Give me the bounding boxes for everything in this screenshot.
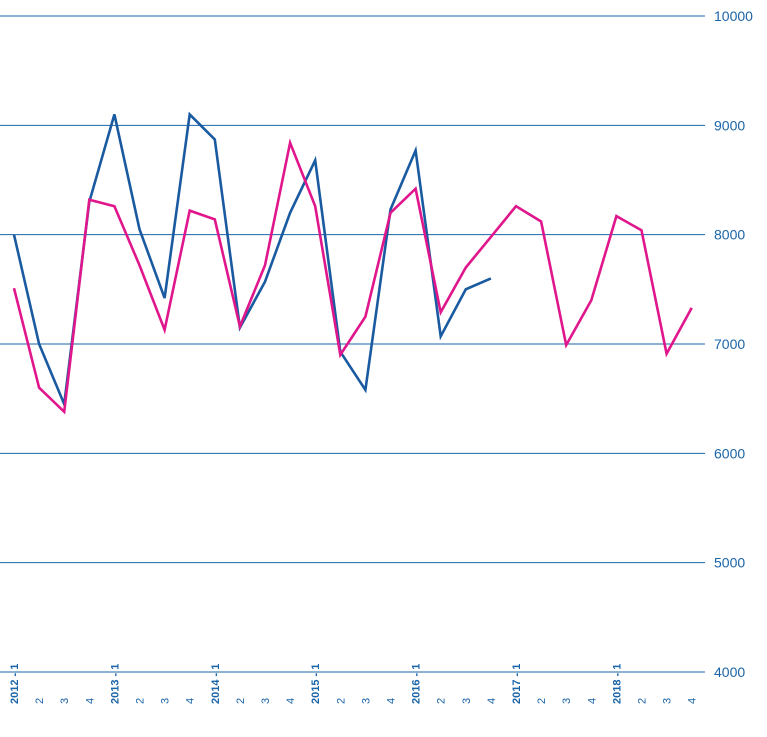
- x-tick-label: 2018 - 1: [611, 664, 623, 704]
- y-tick-label: 8000: [714, 227, 745, 243]
- y-tick-label: 6000: [714, 445, 745, 461]
- series-line-2: [12, 138, 693, 415]
- x-tick-label: 3: [160, 698, 172, 704]
- x-tick-label: 2: [135, 698, 147, 704]
- x-tick-label: 2: [436, 698, 448, 704]
- x-tick-label: 2014 - 1: [210, 664, 222, 704]
- x-tick-label: 3: [360, 698, 372, 704]
- y-tick-label: 10000: [714, 8, 753, 24]
- x-tick-label: 2: [335, 698, 347, 704]
- x-tick-label: 3: [260, 698, 272, 704]
- x-tick-label: 2017 - 1: [511, 664, 523, 704]
- series-line-1: [12, 111, 492, 410]
- x-tick-label: 4: [285, 698, 297, 704]
- y-axis: 4000 5000 6000 7000 8000 9000 10000: [714, 8, 753, 680]
- x-tick-label: 2015 - 1: [310, 664, 322, 704]
- x-tick-label: 2: [536, 698, 548, 704]
- series-lines: [12, 111, 693, 415]
- y-tick-label: 5000: [714, 555, 745, 571]
- y-tick-label: 9000: [714, 117, 745, 133]
- x-tick-label: 2012 - 1: [9, 664, 21, 704]
- x-tick-label: 2: [235, 698, 247, 704]
- x-tick-label: 4: [185, 698, 197, 704]
- x-tick-label: 3: [461, 698, 473, 704]
- x-tick-label: 3: [59, 698, 71, 704]
- x-tick-label: 2013 - 1: [109, 664, 121, 704]
- x-tick-label: 4: [386, 698, 398, 704]
- x-tick-label: 2016 - 1: [411, 664, 423, 704]
- x-tick-label: 3: [561, 698, 573, 704]
- x-tick-label: 2: [34, 698, 46, 704]
- y-tick-label: 7000: [714, 336, 745, 352]
- x-tick-label: 4: [586, 698, 598, 704]
- x-tick-label: 2: [637, 698, 649, 704]
- x-axis: 2012 - 1 2 3 4 2013 - 1 2 3 4 2014 - 1 2 3 4 2015 - …: [9, 664, 699, 704]
- x-tick-label: 4: [687, 698, 699, 704]
- x-tick-label: 3: [662, 698, 674, 704]
- x-tick-label: 4: [84, 698, 96, 704]
- gridlines: [0, 15, 705, 673]
- y-tick-label: 4000: [714, 664, 745, 680]
- x-tick-label: 4: [486, 698, 498, 704]
